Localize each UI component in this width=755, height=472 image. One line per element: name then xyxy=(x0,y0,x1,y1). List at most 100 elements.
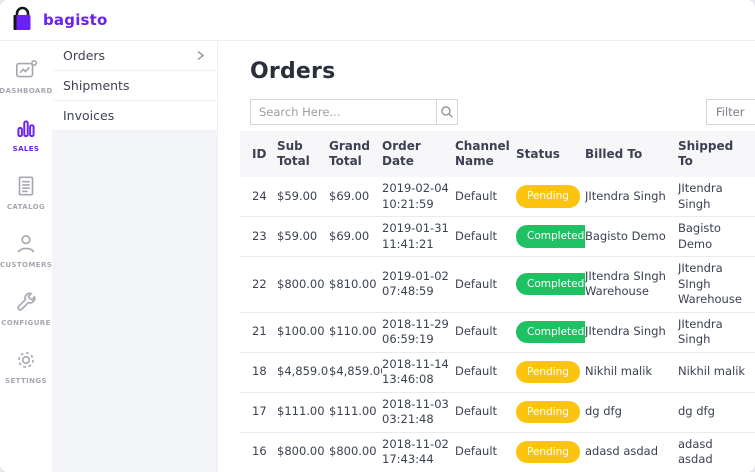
table-row[interactable]: 21 $100.00 $110.00 2018-11-29 06:59:19 Defaul… xyxy=(240,312,755,353)
sidebar-item-sales[interactable]: SALES xyxy=(0,115,52,173)
id-cell: 18 xyxy=(240,352,277,393)
chevron-right-icon xyxy=(196,50,205,61)
dashboard-icon xyxy=(13,57,39,83)
id-cell: 24 xyxy=(240,177,277,218)
sidebar-label: SALES xyxy=(12,145,40,153)
sidebar-label: DASHBOARD xyxy=(0,87,53,95)
status-cell: Pending xyxy=(516,177,585,218)
status-badge: Completed xyxy=(516,225,585,248)
grand-total-cell: $69.00 xyxy=(329,177,382,218)
channel-cell: Default xyxy=(455,216,516,258)
grand-total-cell: $110.00 xyxy=(329,312,382,353)
sidebar-item-catalog[interactable]: CATALOG xyxy=(0,173,52,231)
status-badge: Completed xyxy=(516,273,585,296)
table-row[interactable]: 23 $59.00 $69.00 2019-01-31 11:41:21 Default C… xyxy=(240,216,755,258)
column-header: Grand Total xyxy=(329,131,382,177)
order-date-cell: 2018-11-29 06:59:19 xyxy=(382,312,455,353)
id-cell: 23 xyxy=(240,216,277,258)
search-button[interactable] xyxy=(436,99,458,125)
status-cell: Completed xyxy=(516,256,585,313)
id-cell: 22 xyxy=(240,256,277,313)
billed-to-cell: JItendra SIngh Warehouse xyxy=(585,256,678,313)
grand-total-cell: $810.00 xyxy=(329,256,382,313)
column-header: Shipped To xyxy=(678,131,755,177)
search-group xyxy=(250,99,458,125)
table-row[interactable]: 18$4,859.00$4,859.002018-11-1413:46:08De… xyxy=(240,352,755,393)
column-header: Channel Name xyxy=(455,131,516,177)
submenu-label: Invoices xyxy=(63,108,115,123)
brand-logo[interactable]: bagisto xyxy=(10,6,108,34)
billed-to-cell: dg dfg xyxy=(585,392,678,433)
grand-total-cell: $800.00 xyxy=(329,432,382,472)
sub-total-cell: $59.00 xyxy=(277,177,329,218)
status-cell: Completed xyxy=(516,216,585,258)
page-title: Orders xyxy=(250,59,336,84)
grand-total-cell: $69.00 xyxy=(329,216,382,258)
order-date-cell: 2018-11-14 13:46:08 xyxy=(382,352,455,393)
shipped-to-cell: JItendra Singh xyxy=(678,312,755,353)
submenu-item-invoices[interactable]: Invoices xyxy=(52,101,217,131)
shipped-to-cell: adasd asdad xyxy=(678,432,755,472)
table-row[interactable]: 16 $800.00 $800.00 2018-11-02 17:43:44 Defaul… xyxy=(240,432,755,472)
status-badge: Pending xyxy=(516,401,580,424)
order-date-cell: 2019-01-02 07:48:59 xyxy=(382,256,455,313)
order-date-cell: 2018-11-02 17:43:44 xyxy=(382,432,455,472)
submenu-item-shipments[interactable]: Shipments xyxy=(52,71,217,101)
status-cell: Pending xyxy=(516,352,585,393)
customers-icon xyxy=(13,231,39,257)
shipped-to-cell: JItendra Singh xyxy=(678,177,755,218)
search-input[interactable] xyxy=(250,99,436,125)
brand-name: bagisto xyxy=(43,11,108,29)
sub-total-cell: $111.00 xyxy=(277,392,329,433)
channel-cell: Default xyxy=(455,312,516,353)
billed-to-cell: JItendra Singh xyxy=(585,177,678,218)
shipped-to-cell: JItendra SIngh Warehouse xyxy=(678,256,755,313)
sub-total-cell: $800.00 xyxy=(277,256,329,313)
id-cell: 21 xyxy=(240,312,277,353)
order-date-cell: 2019-01-31 11:41:21 xyxy=(382,216,455,258)
id-cell: 16 xyxy=(240,432,277,472)
sales-icon xyxy=(13,115,39,141)
column-header: Status xyxy=(516,131,585,177)
search-icon xyxy=(440,105,454,119)
billed-to-cell: Bagisto Demo xyxy=(585,216,678,258)
table-header-row: ID Sub Total Grand Total Order Date Channel … xyxy=(240,131,755,177)
status-badge: Pending xyxy=(516,361,580,384)
sub-total-cell: $100.00 xyxy=(277,312,329,353)
filter-button[interactable]: Filter xyxy=(706,99,755,125)
column-header: Billed To xyxy=(585,131,678,177)
icon-sidebar: DASHBOARD SALES xyxy=(0,41,52,472)
sub-total-cell: $800.00 xyxy=(277,432,329,472)
billed-to-cell: JItendra Singh xyxy=(585,312,678,353)
orders-table: ID Sub Total Grand Total Order Date Channel … xyxy=(240,131,755,472)
shipped-to-cell: Bagisto Demo xyxy=(678,216,755,258)
status-cell: Completed xyxy=(516,312,585,353)
top-header: bagisto xyxy=(0,0,755,41)
sidebar-label: CATALOG xyxy=(6,203,46,211)
billed-to-cell: adasd asdad xyxy=(585,432,678,472)
sidebar-label: CONFIGURE xyxy=(1,319,51,327)
sidebar-item-settings[interactable]: SETTINGS xyxy=(0,347,52,405)
id-cell: 17 xyxy=(240,392,277,433)
billed-to-cell: Nikhil malik xyxy=(585,352,678,393)
sidebar-label: CUSTOMERS xyxy=(0,261,53,269)
channel-cell: Default xyxy=(455,392,516,433)
submenu-item-orders[interactable]: Orders xyxy=(52,41,217,71)
sales-submenu-panel: Orders Shipments Invoices xyxy=(52,41,218,472)
channel-cell: Default xyxy=(455,177,516,218)
shopping-bag-icon xyxy=(10,6,36,34)
channel-cell: Default xyxy=(455,432,516,472)
sidebar-label: SETTINGS xyxy=(5,377,47,385)
order-date-cell: 2019-02-04 10:21:59 xyxy=(382,177,455,218)
sub-total-cell: $59.00 xyxy=(277,216,329,258)
sidebar-item-configure[interactable]: CONFIGURE xyxy=(0,289,52,347)
catalog-icon xyxy=(13,173,39,199)
submenu-label: Orders xyxy=(63,48,106,63)
sidebar-item-customers[interactable]: CUSTOMERS xyxy=(0,231,52,289)
sidebar-item-dashboard[interactable]: DASHBOARD xyxy=(0,57,52,115)
table-row[interactable]: 24 $59.00 $69.00 2019-02-04 10:21:59 Default P… xyxy=(240,177,755,218)
table-row[interactable]: 17 $111.00 $111.00 2018-11-03 03:21:48 Defaul… xyxy=(240,392,755,433)
table-row[interactable]: 22 $800.00 $810.00 2019-01-02 07:48:59 Defaul… xyxy=(240,256,755,313)
